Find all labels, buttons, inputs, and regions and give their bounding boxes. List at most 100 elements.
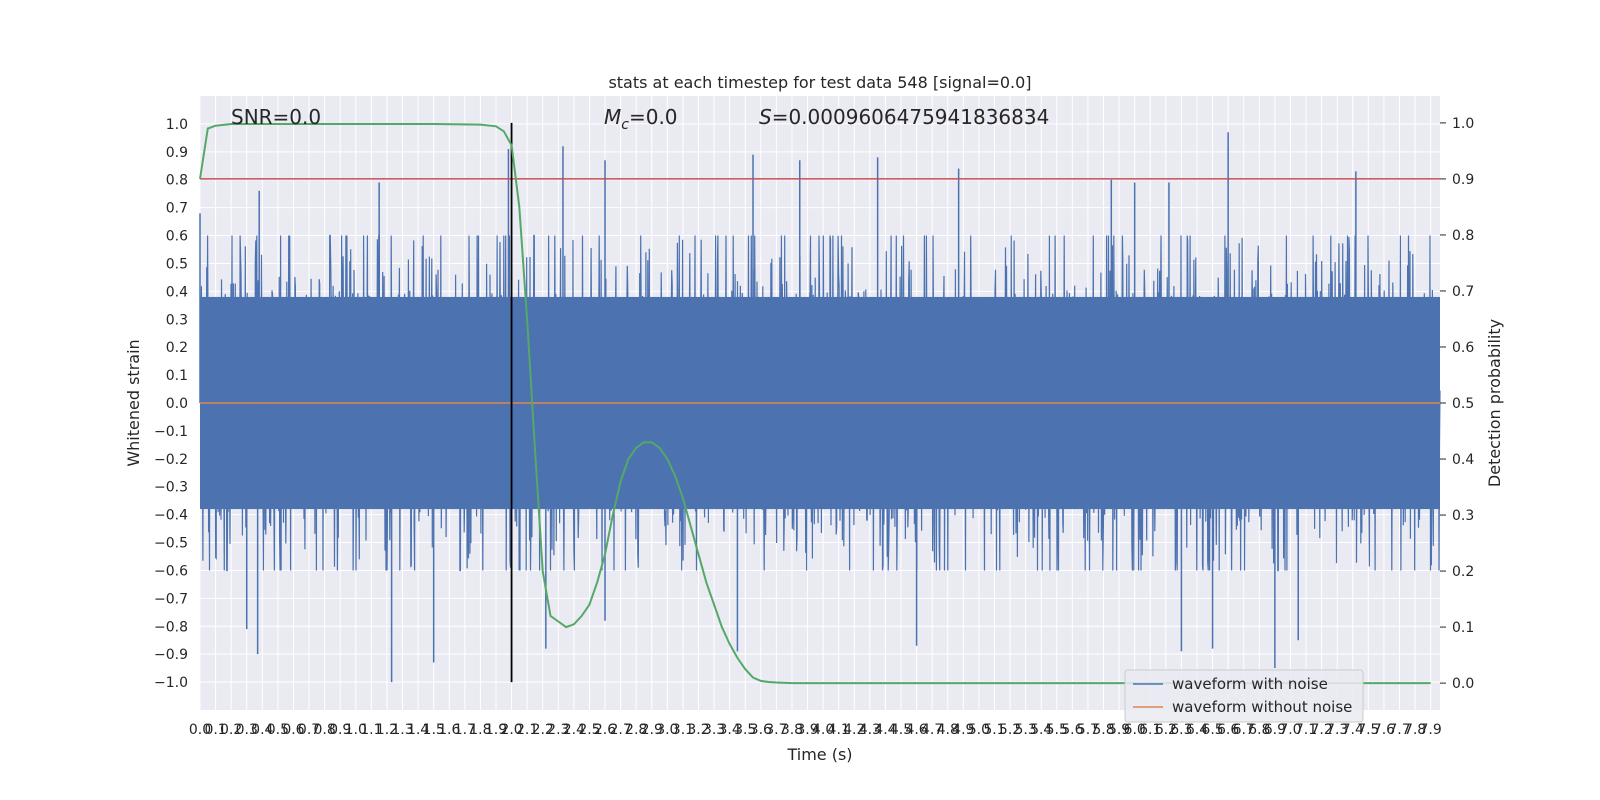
- x-tick-label: 4.1: [828, 722, 850, 738]
- x-tick-label: 0.9: [329, 722, 351, 738]
- y-tick-label: 0.0: [166, 396, 188, 412]
- x-tick-label: 2.2: [532, 722, 554, 738]
- x-tick-label: 5.3: [1014, 722, 1036, 738]
- x-tick-label: 7.9: [1420, 722, 1442, 738]
- x-axis-label: Time (s): [786, 745, 852, 764]
- x-tick-label: 0.0: [189, 722, 211, 738]
- mc-subscript: c: [621, 117, 629, 133]
- y-tick-label: −0.4: [154, 508, 188, 524]
- x-tick-label: 4.6: [905, 722, 927, 738]
- y2-tick-label: 0.3: [1452, 508, 1474, 524]
- x-tick-label: 1.4: [407, 722, 429, 738]
- x-tick-label: 7.3: [1326, 722, 1348, 738]
- x-tick-label: 5.4: [1030, 722, 1052, 738]
- x-tick-label: 6.8: [1248, 722, 1270, 738]
- x-tick-label: 2.0: [500, 722, 522, 738]
- reference-lines: [200, 122, 1440, 683]
- x-tick-label: 0.2: [220, 722, 242, 738]
- x-tick-label: 6.3: [1170, 722, 1192, 738]
- x-tick-label: 6.6: [1217, 722, 1239, 738]
- x-tick-label: 3.2: [687, 722, 709, 738]
- y-tick-label: −0.9: [154, 647, 188, 663]
- x-tick-label: 3.0: [656, 722, 678, 738]
- x-tick-label: 5.6: [1061, 722, 1083, 738]
- y2-tick-label: 0.8: [1452, 228, 1474, 244]
- y-tick-label: −0.1: [154, 424, 188, 440]
- x-tick-label: 4.2: [843, 722, 865, 738]
- y-tick-label: −0.7: [154, 591, 188, 607]
- y-tick-label: 0.5: [166, 256, 188, 272]
- y2-tick-label: 0.5: [1452, 396, 1474, 412]
- legend: waveform with noise waveform without noi…: [1124, 669, 1364, 723]
- x-tick-label: 3.6: [750, 722, 772, 738]
- y-tick-label: −0.2: [154, 452, 188, 468]
- x-tick-label: 5.8: [1092, 722, 1114, 738]
- y-axis-label: Whitened strain: [124, 339, 143, 466]
- y2-tick-label: 0.6: [1452, 340, 1474, 356]
- series-detection-probability: [199, 123, 1431, 685]
- s-value: =0.0009606475941836834: [772, 105, 1050, 129]
- y-tick-label: 0.2: [166, 340, 188, 356]
- x-tick-label: 2.6: [594, 722, 616, 738]
- x-tick-label: 2.9: [641, 722, 663, 738]
- x-tick-label: 0.5: [267, 722, 289, 738]
- x-tick-label: 5.2: [999, 722, 1021, 738]
- x-tick-label: 7.6: [1373, 722, 1395, 738]
- x-tick-label: 2.3: [547, 722, 569, 738]
- legend-label-clean: waveform without noise: [1172, 698, 1352, 716]
- x-tick-label: 1.7: [454, 722, 476, 738]
- axis-ticks: 0.00.10.20.30.40.50.60.70.80.91.01.11.21…: [154, 116, 1474, 738]
- s-annotation: S=0.0009606475941836834: [759, 105, 1049, 129]
- x-tick-label: 3.7: [765, 722, 787, 738]
- x-tick-label: 0.1: [204, 722, 226, 738]
- legend-box: [1124, 669, 1364, 723]
- x-tick-label: 6.1: [1139, 722, 1161, 738]
- y-tick-label: −1.0: [154, 675, 188, 691]
- x-tick-label: 6.5: [1201, 722, 1223, 738]
- x-tick-label: 5.5: [1046, 722, 1068, 738]
- x-tick-label: 4.7: [921, 722, 943, 738]
- y2-tick-label: 0.0: [1452, 676, 1474, 692]
- detection-probability-line: [199, 123, 1431, 685]
- y-tick-label: 0.8: [166, 173, 188, 189]
- x-tick-label: 6.0: [1124, 722, 1146, 738]
- x-tick-label: 3.3: [703, 722, 725, 738]
- y2-axis-label: Detection probability: [1485, 319, 1504, 487]
- y2-tick-label: 0.1: [1452, 620, 1474, 636]
- y-tick-label: 0.7: [166, 201, 188, 217]
- x-tick-label: 0.8: [313, 722, 335, 738]
- y-tick-label: −0.3: [154, 480, 188, 496]
- x-tick-label: 1.1: [360, 722, 382, 738]
- x-tick-label: 2.5: [578, 722, 600, 738]
- x-tick-label: 3.9: [796, 722, 818, 738]
- x-tick-label: 2.4: [563, 722, 585, 738]
- x-tick-label: 3.5: [734, 722, 756, 738]
- x-tick-label: 6.2: [1155, 722, 1177, 738]
- y-tick-label: 0.4: [166, 284, 188, 300]
- x-tick-label: 4.3: [859, 722, 881, 738]
- x-tick-label: 3.8: [781, 722, 803, 738]
- y2-tick-label: 0.2: [1452, 564, 1474, 580]
- y2-tick-label: 0.4: [1452, 452, 1474, 468]
- y-tick-label: 0.9: [166, 145, 188, 161]
- x-tick-label: 7.7: [1388, 722, 1410, 738]
- y-tick-label: 0.6: [166, 229, 188, 245]
- x-tick-label: 6.7: [1233, 722, 1255, 738]
- y2-tick-label: 0.9: [1452, 172, 1474, 188]
- y-tick-label: −0.8: [154, 619, 188, 635]
- x-tick-label: 5.7: [1077, 722, 1099, 738]
- x-tick-label: 4.0: [812, 722, 834, 738]
- x-tick-label: 5.1: [983, 722, 1005, 738]
- x-tick-label: 6.4: [1186, 722, 1208, 738]
- x-tick-label: 7.2: [1310, 722, 1332, 738]
- x-tick-label: 0.7: [298, 722, 320, 738]
- s-symbol: S: [759, 105, 772, 129]
- chart-title: stats at each timestep for test data 548…: [608, 73, 1031, 92]
- x-tick-label: 7.4: [1342, 722, 1364, 738]
- y-tick-label: 0.1: [166, 368, 188, 384]
- y-tick-label: −0.5: [154, 536, 188, 552]
- x-tick-label: 1.9: [485, 722, 507, 738]
- y-tick-label: 0.3: [166, 312, 188, 328]
- y-tick-label: 1.0: [166, 117, 188, 133]
